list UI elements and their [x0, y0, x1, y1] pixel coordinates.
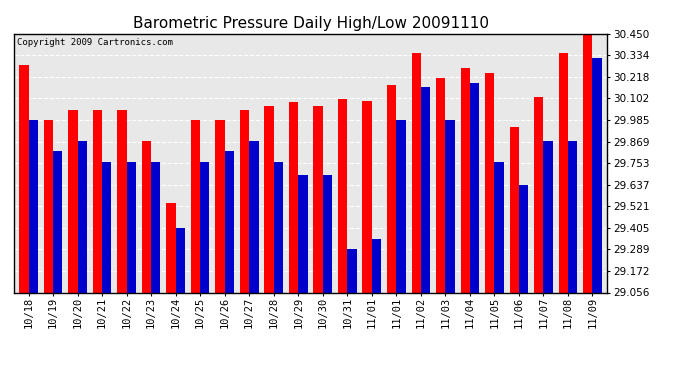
- Bar: [191, 120, 200, 292]
- Bar: [274, 162, 283, 292]
- Bar: [117, 110, 126, 292]
- Title: Barometric Pressure Daily High/Low 20091110: Barometric Pressure Daily High/Low 20091…: [132, 16, 489, 31]
- Bar: [323, 175, 332, 292]
- Bar: [289, 102, 298, 292]
- Bar: [240, 110, 249, 292]
- Bar: [298, 175, 308, 292]
- Bar: [19, 65, 28, 292]
- Bar: [495, 162, 504, 292]
- Bar: [362, 100, 372, 292]
- Bar: [166, 202, 176, 292]
- Bar: [215, 120, 225, 292]
- Bar: [421, 87, 430, 292]
- Text: Copyright 2009 Cartronics.com: Copyright 2009 Cartronics.com: [17, 38, 172, 46]
- Bar: [347, 249, 357, 292]
- Bar: [338, 99, 347, 292]
- Bar: [225, 151, 234, 292]
- Bar: [519, 184, 529, 292]
- Bar: [77, 141, 87, 292]
- Bar: [372, 239, 381, 292]
- Bar: [28, 120, 38, 292]
- Bar: [568, 141, 578, 292]
- Bar: [559, 53, 568, 292]
- Bar: [396, 120, 406, 292]
- Bar: [313, 106, 323, 292]
- Bar: [92, 110, 102, 292]
- Bar: [53, 151, 62, 292]
- Bar: [387, 85, 396, 292]
- Bar: [593, 58, 602, 292]
- Bar: [445, 120, 455, 292]
- Bar: [68, 110, 77, 292]
- Bar: [142, 141, 151, 292]
- Bar: [436, 78, 445, 292]
- Bar: [102, 162, 111, 292]
- Bar: [176, 228, 185, 292]
- Bar: [200, 162, 210, 292]
- Bar: [43, 120, 53, 292]
- Bar: [249, 141, 259, 292]
- Bar: [583, 32, 593, 292]
- Bar: [126, 162, 136, 292]
- Bar: [485, 73, 495, 292]
- Bar: [264, 106, 274, 292]
- Bar: [470, 83, 479, 292]
- Bar: [544, 141, 553, 292]
- Bar: [151, 162, 161, 292]
- Bar: [510, 126, 519, 292]
- Bar: [534, 97, 544, 292]
- Bar: [460, 68, 470, 292]
- Bar: [411, 53, 421, 292]
